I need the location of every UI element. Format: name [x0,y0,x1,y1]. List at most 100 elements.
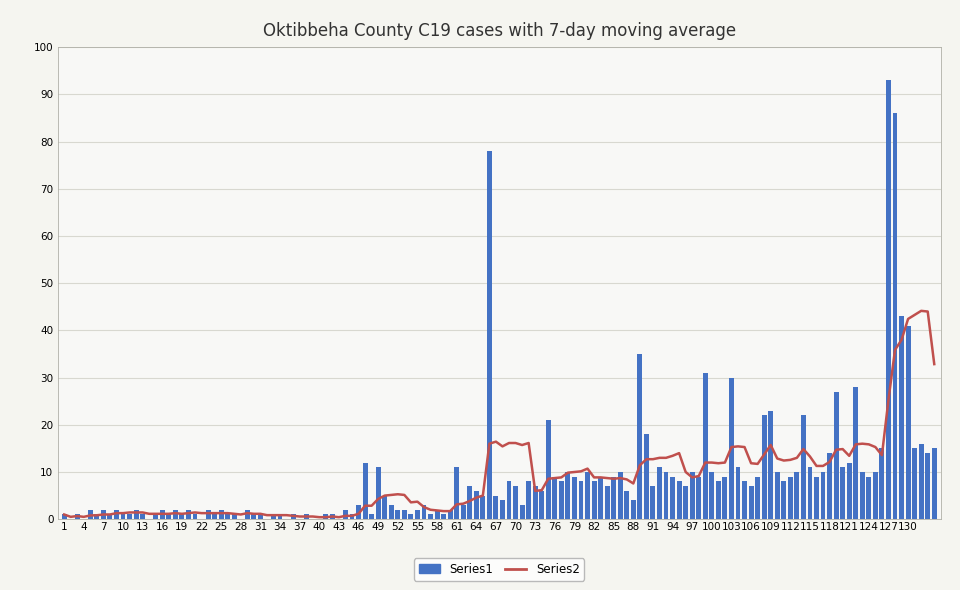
Legend: Series1, Series2: Series1, Series2 [414,558,585,581]
Bar [932,448,937,519]
Bar [526,481,531,519]
Bar [435,510,440,519]
Bar [94,514,99,519]
Bar [408,514,414,519]
Bar [180,514,184,519]
Bar [775,472,780,519]
Bar [330,514,335,519]
Bar [729,378,733,519]
Bar [258,514,263,519]
Bar [121,514,126,519]
Bar [847,463,852,519]
Bar [402,510,407,519]
Bar [618,472,623,519]
Bar [631,500,636,519]
Bar [879,448,884,519]
Bar [886,80,891,519]
Bar [684,486,688,519]
Bar [88,510,93,519]
Bar [801,415,805,519]
Bar [303,514,309,519]
Bar [807,467,812,519]
Bar [919,444,924,519]
Bar [226,514,230,519]
Bar [860,472,865,519]
Bar [591,481,596,519]
Bar [474,491,479,519]
Bar [193,514,198,519]
Bar [788,477,793,519]
Bar [761,415,767,519]
Bar [853,387,858,519]
Bar [389,505,394,519]
Bar [735,467,740,519]
Bar [461,505,466,519]
Bar [382,496,387,519]
Bar [709,472,714,519]
Bar [343,510,348,519]
Bar [663,472,668,519]
Bar [493,496,498,519]
Bar [252,514,256,519]
Bar [716,481,721,519]
Bar [507,481,512,519]
Bar [795,472,800,519]
Bar [277,514,282,519]
Bar [291,514,296,519]
Bar [166,514,171,519]
Bar [572,477,577,519]
Bar [375,467,380,519]
Bar [454,467,459,519]
Bar [814,477,819,519]
Bar [546,420,551,519]
Bar [231,514,237,519]
Bar [468,486,472,519]
Bar [324,514,328,519]
Bar [651,486,656,519]
Bar [696,477,701,519]
Bar [245,510,250,519]
Bar [559,481,564,519]
Bar [101,510,106,519]
Bar [159,510,165,519]
Bar [912,448,917,519]
Bar [637,354,642,519]
Bar [624,491,629,519]
Bar [513,486,518,519]
Bar [585,472,590,519]
Bar [893,113,898,519]
Bar [421,505,426,519]
Bar [873,472,877,519]
Bar [866,477,872,519]
Bar [396,510,400,519]
Bar [533,486,538,519]
Bar [833,392,839,519]
Bar [905,326,910,519]
Bar [657,467,662,519]
Bar [108,514,112,519]
Bar [356,505,361,519]
Bar [644,434,649,519]
Bar [75,514,80,519]
Bar [781,481,786,519]
Bar [370,514,374,519]
Bar [552,477,557,519]
Bar [61,514,66,519]
Bar [500,500,505,519]
Bar [756,477,760,519]
Bar [689,472,695,519]
Bar [579,481,584,519]
Bar [186,510,191,519]
Bar [723,477,728,519]
Bar [605,486,610,519]
Bar [140,514,145,519]
Bar [742,481,747,519]
Bar [565,472,570,519]
Bar [212,514,217,519]
Bar [154,514,158,519]
Bar [840,467,845,519]
Bar [670,477,675,519]
Bar [821,472,826,519]
Bar [828,453,832,519]
Bar [612,477,616,519]
